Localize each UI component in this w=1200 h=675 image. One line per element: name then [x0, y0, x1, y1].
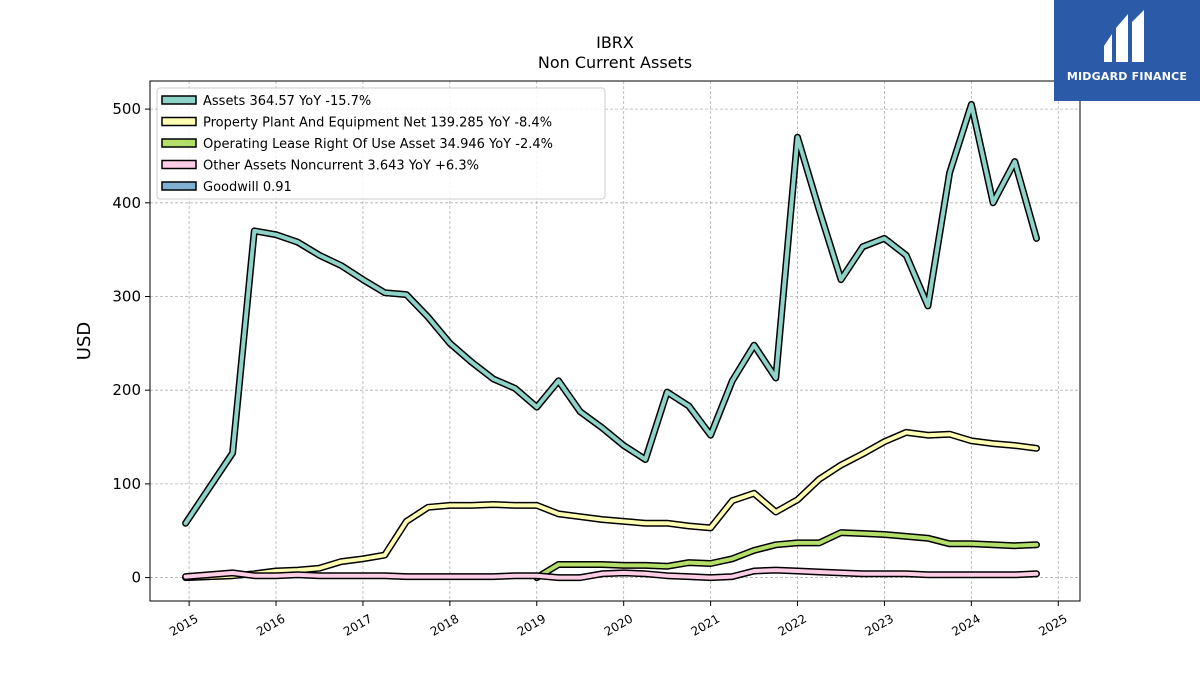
chart-subtitle: Non Current Assets — [538, 53, 692, 72]
series-line — [534, 530, 1039, 580]
x-tick-label: 2022 — [776, 611, 809, 638]
legend-entry-property-plant-and-equipment-net: Property Plant And Equipment Net 139.285… — [161, 116, 552, 131]
series-line — [183, 430, 1039, 580]
y-axis-label: USD — [74, 322, 95, 360]
brand-name: MIDGARD FINANCE — [1066, 70, 1188, 83]
legend-swatch — [161, 159, 197, 170]
legend-box — [156, 87, 606, 200]
series-assets — [182, 100, 1040, 527]
x-tick-label: 2021 — [689, 611, 722, 638]
x-tick-label: 2016 — [254, 611, 287, 638]
legend-swatch — [161, 116, 197, 127]
series-line — [183, 102, 1039, 526]
legend-entry-goodwill: Goodwill 0.91 — [161, 180, 292, 195]
y-tick-label: 500 — [112, 100, 141, 118]
legend-label: Property Plant And Equipment Net 139.285… — [203, 116, 552, 131]
legend-swatch — [161, 181, 197, 191]
x-tick-label: 2019 — [515, 611, 548, 638]
legend-entry-other-assets-noncurrent: Other Assets Noncurrent 3.643 YoY +6.3% — [161, 159, 479, 174]
y-tick-label: 200 — [112, 381, 141, 399]
x-tick-label: 2015 — [167, 611, 200, 638]
legend-label: Operating Lease Right Of Use Asset 34.94… — [203, 137, 553, 152]
series-line-outline — [182, 428, 1040, 582]
legend-entry-operating-lease-right-of-use-asset: Operating Lease Right Of Use Asset 34.94… — [161, 137, 553, 152]
x-tick-label: 2024 — [949, 611, 982, 638]
series-other-assets-noncurrent — [182, 566, 1040, 582]
x-tick-label: 2023 — [862, 611, 895, 638]
series-line — [183, 568, 1039, 580]
y-tick-label: 100 — [112, 475, 141, 493]
series-property-plant-and-equipment-net — [182, 428, 1040, 582]
series-lines — [182, 100, 1040, 582]
y-tick-label: 0 — [131, 569, 141, 587]
x-tick-label: 2018 — [428, 611, 461, 638]
y-tick-label: 400 — [112, 194, 141, 212]
y-tick-label: 300 — [112, 287, 141, 305]
chart-title: IBRX — [596, 33, 634, 52]
brand-logo: MIDGARD FINANCE — [1054, 0, 1200, 101]
legend-entry-assets: Assets 364.57 YoY -15.7% — [161, 94, 371, 109]
legend-label: Goodwill 0.91 — [203, 180, 292, 195]
logo-mark-icon — [1104, 10, 1144, 62]
x-tick-label: 2020 — [602, 611, 635, 638]
x-tick-label: 2017 — [341, 611, 374, 638]
legend-swatch — [161, 138, 197, 148]
legend-label: Assets 364.57 YoY -15.7% — [203, 94, 371, 109]
plot-frame — [149, 80, 1081, 602]
legend-swatch — [161, 95, 197, 105]
x-tick-label: 2025 — [1036, 611, 1069, 638]
series-operating-lease-right-of-use-asset — [533, 529, 1040, 582]
legend: Assets 364.57 YoY -15.7% Property Plant A… — [156, 87, 606, 200]
legend-label: Other Assets Noncurrent 3.643 YoY +6.3% — [203, 159, 479, 174]
